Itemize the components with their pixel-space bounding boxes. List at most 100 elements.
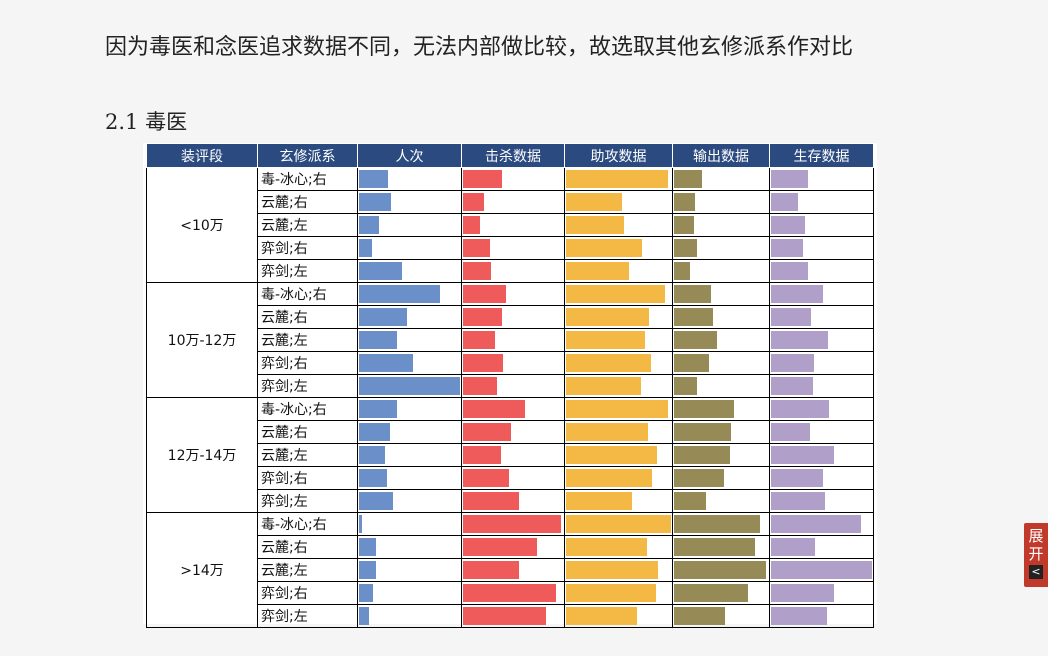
- expand-label-2: 开: [1028, 545, 1044, 563]
- metric-bar-cell: [564, 305, 673, 329]
- metric-bar: [566, 423, 648, 441]
- metric-bar-cell: [564, 604, 673, 628]
- metric-bar: [566, 193, 622, 211]
- metric-bar-cell: [564, 581, 673, 605]
- metric-bar: [463, 216, 480, 234]
- metric-bar-cell: [769, 535, 874, 559]
- metric-bar-cell: [461, 213, 565, 237]
- metric-bar-cell: [564, 213, 673, 237]
- metric-bar: [566, 285, 665, 303]
- metric-bar-cell: [672, 420, 770, 444]
- metric-bar: [359, 216, 379, 234]
- gear-score-range-cell: 10万-12万: [146, 282, 258, 398]
- metric-bar-cell: [357, 167, 462, 191]
- metric-bar: [674, 423, 731, 441]
- metric-bar-cell: [564, 489, 673, 513]
- metric-bar-cell: [672, 167, 770, 191]
- faction-cell: 云麓;右: [257, 190, 358, 214]
- table-row: 云麓;右: [147, 420, 874, 444]
- faction-cell: 弈剑;左: [257, 604, 358, 628]
- column-header: 输出数据: [672, 143, 770, 168]
- metric-bar: [359, 515, 362, 533]
- metric-bar: [566, 377, 641, 395]
- metric-bar: [359, 170, 388, 188]
- metric-bar-cell: [461, 489, 565, 513]
- metric-bar-cell: [672, 305, 770, 329]
- metric-bar: [463, 308, 502, 326]
- column-header: 玄修派系: [257, 143, 358, 168]
- metric-bar-cell: [672, 328, 770, 352]
- faction-cell: 弈剑;左: [257, 259, 358, 283]
- metric-bar-cell: [564, 282, 673, 306]
- table-row: 弈剑;左: [147, 259, 874, 283]
- metric-bar: [771, 538, 815, 556]
- faction-cell: 毒-冰心;右: [257, 512, 358, 536]
- metric-bar-cell: [672, 558, 770, 582]
- table-row: 弈剑;右: [147, 466, 874, 490]
- metric-bar: [359, 193, 391, 211]
- column-header: 击杀数据: [461, 143, 565, 168]
- faction-cell: 弈剑;左: [257, 489, 358, 513]
- column-header: 生存数据: [769, 143, 874, 168]
- metric-bar: [771, 170, 808, 188]
- metric-bar-cell: [769, 167, 874, 191]
- metric-bar-cell: [461, 328, 565, 352]
- metric-bar-cell: [672, 236, 770, 260]
- metric-bar-cell: [564, 328, 673, 352]
- metric-bar-cell: [461, 259, 565, 283]
- metric-bar: [674, 239, 697, 257]
- metric-bar: [674, 354, 709, 372]
- metric-bar: [566, 239, 642, 257]
- metric-bar: [771, 377, 813, 395]
- metric-bar: [674, 262, 690, 280]
- metric-bar: [566, 354, 651, 372]
- gear-score-range-cell: 12万-14万: [146, 397, 258, 513]
- metric-bar: [771, 446, 834, 464]
- metric-bar-cell: [769, 259, 874, 283]
- metric-bar: [674, 331, 717, 349]
- metric-bar: [771, 561, 872, 579]
- metric-bar: [566, 446, 657, 464]
- metric-bar: [771, 262, 808, 280]
- metric-bar-cell: [461, 443, 565, 467]
- metric-bar: [359, 423, 390, 441]
- metric-bar-cell: [672, 190, 770, 214]
- expand-toggle-button[interactable]: 展 开 <: [1024, 523, 1048, 587]
- metric-bar-cell: [357, 443, 462, 467]
- faction-cell: 弈剑;右: [257, 236, 358, 260]
- metric-bar-cell: [672, 581, 770, 605]
- table-row: 10万-12万 毒-冰心;右: [146, 282, 874, 398]
- faction-cell: 云麓;左: [257, 213, 358, 237]
- metric-bar: [359, 354, 413, 372]
- metric-bar: [674, 193, 695, 211]
- metric-bar-cell: [672, 374, 770, 398]
- metric-bar: [771, 216, 805, 234]
- metric-bar-cell: [769, 443, 874, 467]
- metric-bar-cell: [461, 351, 565, 375]
- table-header-row: 装评段 玄修派系 人次 击杀数据 助攻数据 输出数据 生存数据: [146, 143, 874, 168]
- metric-bar: [771, 423, 810, 441]
- metric-bar-cell: [564, 190, 673, 214]
- metric-bar-cell: [564, 167, 673, 191]
- table-body: <10万 毒-冰心;右 云麓;右 云麓;左 弈剑;右 弈剑;左 10万-12万 毒-冰心;右云…: [146, 167, 874, 628]
- metric-bar: [771, 354, 814, 372]
- metric-bar: [463, 262, 491, 280]
- metric-bar-cell: [769, 328, 874, 352]
- metric-bar: [359, 285, 440, 303]
- metric-bar: [359, 262, 402, 280]
- faction-cell: 云麓;左: [257, 558, 358, 582]
- metric-bar: [674, 584, 748, 602]
- metric-bar: [359, 492, 393, 510]
- faction-cell: 云麓;右: [257, 420, 358, 444]
- metric-bar: [566, 331, 645, 349]
- metric-bar: [359, 469, 387, 487]
- faction-cell: 弈剑;右: [257, 351, 358, 375]
- faction-cell: 云麓;左: [257, 328, 358, 352]
- metric-bar-cell: [769, 489, 874, 513]
- table-row: 弈剑;左: [147, 604, 874, 628]
- metric-bar-cell: [672, 512, 770, 536]
- metric-bar-cell: [564, 512, 673, 536]
- table-row: 云麓;左: [147, 558, 874, 582]
- metric-bar-cell: [769, 374, 874, 398]
- metric-bar-cell: [357, 466, 462, 490]
